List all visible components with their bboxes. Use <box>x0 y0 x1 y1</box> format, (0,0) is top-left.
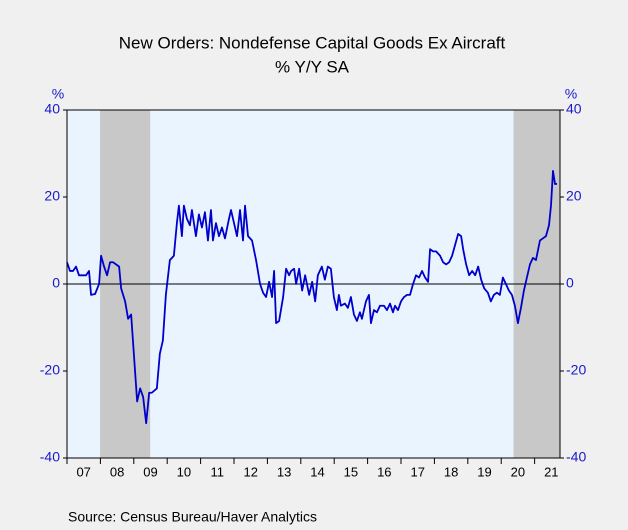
data-line <box>66 170 557 425</box>
x-tick-label: 18 <box>444 464 458 479</box>
y2-tick-label: -40 <box>566 449 586 465</box>
x-tick-label: 10 <box>177 464 191 479</box>
y2-tick-label: 20 <box>566 188 582 204</box>
x-tick-label: 12 <box>243 464 257 479</box>
y2-unit: % <box>565 86 577 102</box>
x-tick-label: 21 <box>544 464 558 479</box>
source: Source: Census Bureau/Haver Analytics <box>68 509 317 525</box>
x-tick-label: 15 <box>344 464 358 479</box>
y-tick-label: 40 <box>44 101 60 117</box>
y2-tick-label: 0 <box>566 275 574 291</box>
plot-frame <box>66 109 561 459</box>
x-tick-label: 19 <box>477 464 491 479</box>
chart-title: New Orders: Nondefense Capital Goods Ex … <box>119 33 506 52</box>
x-tick-label: 20 <box>511 464 525 479</box>
chart-subtitle: % Y/Y SA <box>275 57 350 76</box>
x-tick-label: 13 <box>277 464 291 479</box>
x-tick-label: 08 <box>110 464 124 479</box>
x-tick-label: 11 <box>211 464 225 479</box>
x-tick-label: 17 <box>410 464 424 479</box>
x-tick-label: 09 <box>143 464 157 479</box>
y-unit: % <box>52 86 64 102</box>
x-tick-label: 16 <box>377 464 391 479</box>
y-tick-label: -40 <box>40 449 60 465</box>
x-tick-label: 07 <box>76 464 90 479</box>
y-tick-label: 20 <box>44 188 60 204</box>
y-tick-label: -20 <box>40 362 60 378</box>
x-tick-label: 14 <box>310 464 324 479</box>
y2-tick-label: 40 <box>566 101 582 117</box>
y2-tick-label: -20 <box>566 362 586 378</box>
y-tick-label: 0 <box>52 275 60 291</box>
